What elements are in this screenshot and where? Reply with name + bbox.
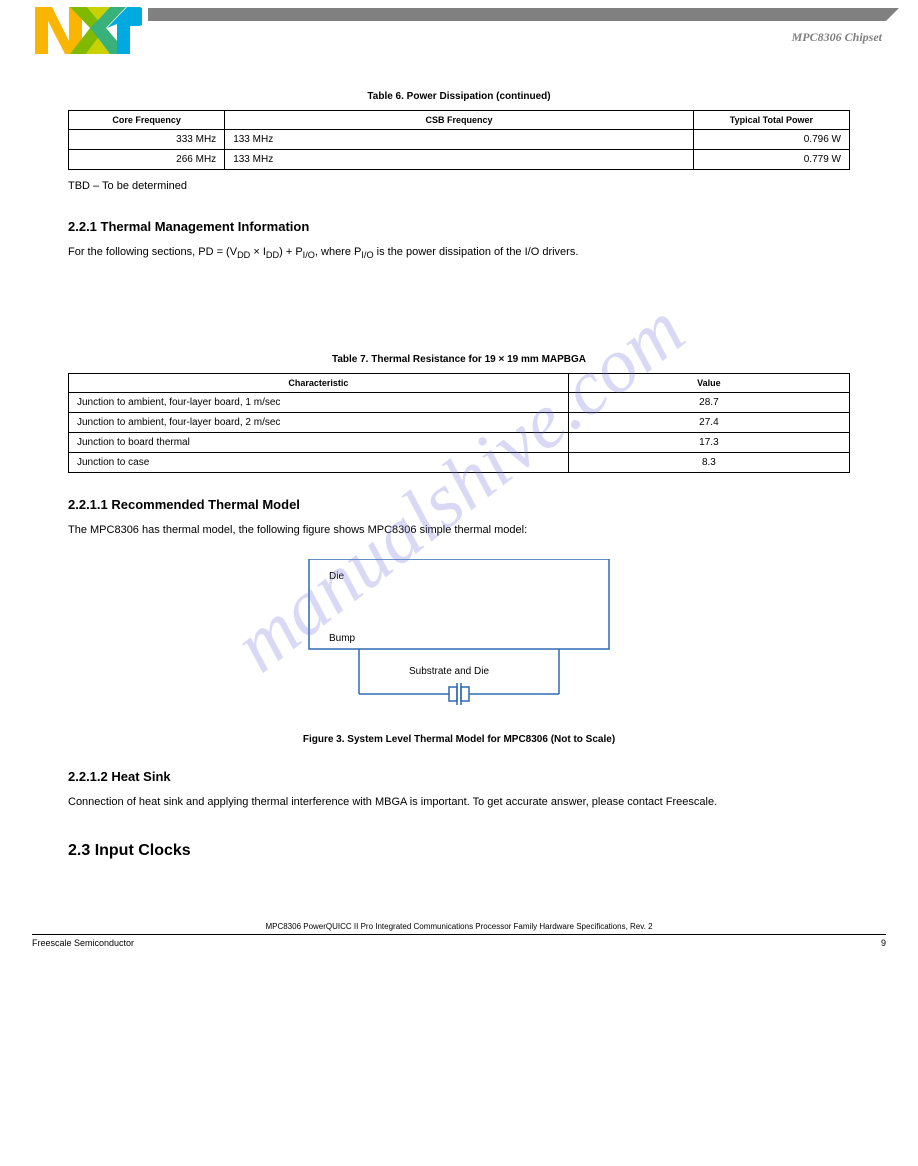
table1-header-power: Typical Total Power xyxy=(693,111,849,130)
table-row: Junction to ambient, four-layer board, 1… xyxy=(69,393,850,413)
cell-val: 8.3 xyxy=(568,453,849,473)
cell-core: 266 MHz xyxy=(69,150,225,170)
section-221-heading: 2.2.1 Thermal Management Information xyxy=(68,219,850,234)
table-row: 333 MHz 133 MHz 0.796 W xyxy=(69,130,850,150)
section-2211-para: The MPC8306 has thermal model, the follo… xyxy=(68,522,850,539)
page-footer: MPC8306 PowerQUICC II Pro Integrated Com… xyxy=(32,922,886,948)
table1-note: TBD – To be determined xyxy=(68,178,850,195)
section-2212-heading: 2.2.1.2 Heat Sink xyxy=(68,769,850,784)
table1-header-core: Core Frequency xyxy=(69,111,225,130)
power-dissipation-table: Core Frequency CSB Frequency Typical Tot… xyxy=(68,110,850,170)
table-row: Junction to case 8.3 xyxy=(69,453,850,473)
cell-val: 27.4 xyxy=(568,413,849,433)
footer-title-line: MPC8306 PowerQUICC II Pro Integrated Com… xyxy=(32,922,886,931)
figure-caption: Figure 3. System Level Thermal Model for… xyxy=(68,734,850,745)
thermal-model-figure: Die Bump Substrate and Die Figure 3. Sys… xyxy=(68,559,850,745)
cell-char: Junction to case xyxy=(69,453,569,473)
table2-header-char: Characteristic xyxy=(69,374,569,393)
figure-die-label: Die xyxy=(329,571,344,582)
table-row: Junction to board thermal 17.3 xyxy=(69,433,850,453)
footer-company: Freescale Semiconductor xyxy=(32,938,134,948)
footer-rule xyxy=(32,934,886,935)
section-2212-para: Connection of heat sink and applying the… xyxy=(68,794,850,811)
figure-substrate-label: Substrate and Die xyxy=(409,666,489,677)
nxp-logo xyxy=(32,0,142,56)
section-221-para: For the following sections, PD = (VDD × … xyxy=(68,244,850,262)
table2-caption: Table 7. Thermal Resistance for 19 × 19 … xyxy=(68,354,850,365)
section-2211-heading: 2.2.1.1 Recommended Thermal Model xyxy=(68,497,850,512)
table1-header-csb: CSB Frequency xyxy=(225,111,694,130)
table1-caption: Table 6. Power Dissipation (continued) xyxy=(68,91,850,102)
cell-csb: 133 MHz xyxy=(225,130,694,150)
cell-power: 0.796 W xyxy=(693,130,849,150)
footer-page-number: 9 xyxy=(881,938,886,948)
cell-char: Junction to board thermal xyxy=(69,433,569,453)
cell-val: 17.3 xyxy=(568,433,849,453)
cell-core: 333 MHz xyxy=(69,130,225,150)
cell-char: Junction to ambient, four-layer board, 2… xyxy=(69,413,569,433)
cell-power: 0.779 W xyxy=(693,150,849,170)
section-23-heading: 2.3 Input Clocks xyxy=(68,842,850,860)
table-row: Junction to ambient, four-layer board, 2… xyxy=(69,413,850,433)
page-header xyxy=(32,0,886,56)
cell-char: Junction to ambient, four-layer board, 1… xyxy=(69,393,569,413)
figure-bump-label: Bump xyxy=(329,633,356,644)
header-rule xyxy=(148,8,886,21)
thermal-resistance-table: Characteristic Value Junction to ambient… xyxy=(68,373,850,473)
cell-csb: 133 MHz xyxy=(225,150,694,170)
chipset-label: MPC8306 Chipset xyxy=(792,30,882,45)
table-row: 266 MHz 133 MHz 0.779 W xyxy=(69,150,850,170)
cell-val: 28.7 xyxy=(568,393,849,413)
table2-header-val: Value xyxy=(568,374,849,393)
